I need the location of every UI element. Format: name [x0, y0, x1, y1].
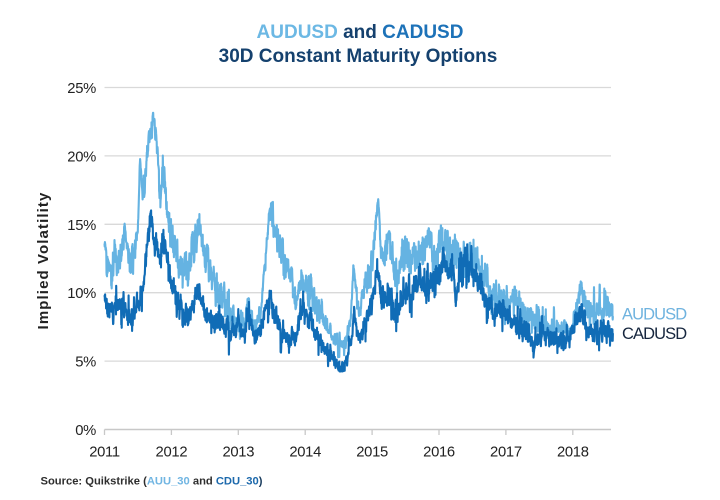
- svg-text:2011: 2011: [89, 445, 120, 461]
- svg-text:25%: 25%: [67, 81, 96, 97]
- svg-text:2015: 2015: [356, 445, 388, 461]
- svg-text:0%: 0%: [75, 423, 96, 439]
- svg-text:2014: 2014: [289, 445, 321, 461]
- svg-text:AUDUSD: AUDUSD: [622, 306, 687, 324]
- svg-text:10%: 10%: [67, 286, 96, 302]
- svg-text:2018: 2018: [557, 445, 589, 461]
- svg-text:AUDUSD and CADUSD: AUDUSD and CADUSD: [257, 22, 464, 43]
- svg-text:2017: 2017: [490, 445, 522, 461]
- svg-text:30D Constant Maturity Options: 30D Constant Maturity Options: [219, 46, 498, 67]
- svg-text:15%: 15%: [67, 218, 96, 234]
- svg-text:5%: 5%: [75, 355, 96, 371]
- svg-text:Source: Quikstrike (AUU_30 and: Source: Quikstrike (AUU_30 and CDU_30): [41, 476, 263, 488]
- svg-text:Implied Volatility: Implied Volatility: [35, 192, 52, 330]
- svg-text:20%: 20%: [67, 149, 96, 165]
- svg-text:2012: 2012: [156, 445, 188, 461]
- svg-text:2016: 2016: [423, 445, 455, 461]
- svg-text:2013: 2013: [222, 445, 254, 461]
- svg-text:CADUSD: CADUSD: [622, 325, 687, 343]
